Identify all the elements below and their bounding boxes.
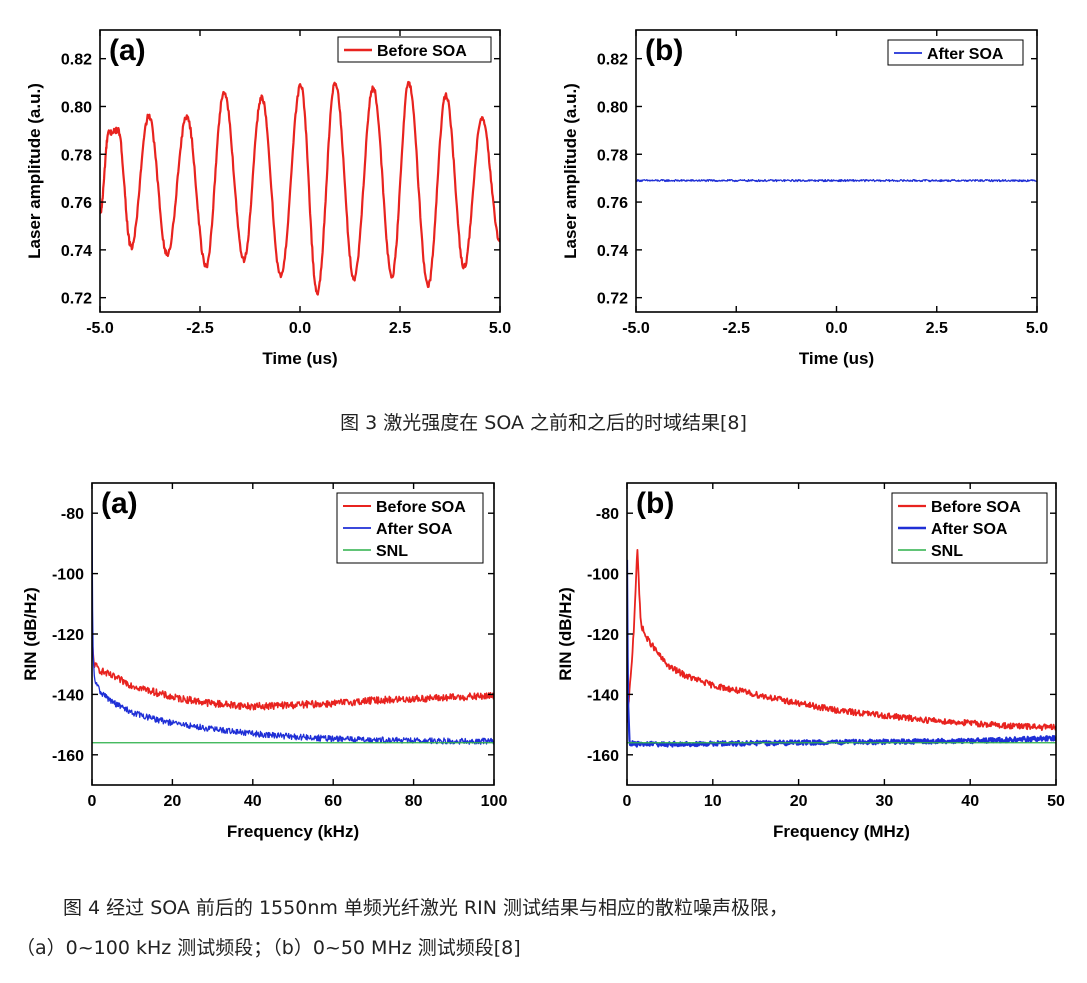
series-line-before-soa bbox=[92, 637, 494, 711]
y-tick-label: -160 bbox=[587, 748, 619, 765]
y-tick-label: 0.74 bbox=[597, 243, 628, 260]
x-tick-label: 40 bbox=[961, 793, 979, 810]
chart-fig4b: 0 10 20 30 40 50 -80 -100 -120 -140 -160 Frequency … bbox=[556, 482, 1065, 841]
series-line-before-soa bbox=[100, 80, 500, 296]
legend-label: Before SOA bbox=[377, 43, 467, 60]
x-tick-label: 2.5 bbox=[389, 320, 411, 337]
plot-series-group bbox=[636, 178, 1037, 183]
x-tick-label: 0.0 bbox=[289, 320, 311, 337]
y-tick-label: -80 bbox=[596, 506, 619, 523]
figure-4-caption-line2: （a）0~100 kHz 测试频段；（b）0~50 MHz 测试频段[8] bbox=[16, 937, 521, 959]
y-tick-label: -100 bbox=[587, 567, 619, 584]
chart-fig3a: -5.0 -2.5 0.0 2.5 5.0 0.72 0.74 0.76 0.78 0.80 0.8… bbox=[25, 29, 511, 368]
legend-label: Before SOA bbox=[931, 499, 1021, 516]
series-line-after-soa bbox=[636, 178, 1037, 183]
x-tick-label: 5.0 bbox=[489, 320, 511, 337]
y-tick-label: 0.72 bbox=[597, 291, 628, 308]
plot-frame bbox=[99, 29, 501, 313]
legend-label: SNL bbox=[376, 543, 408, 560]
y-tick-label: -140 bbox=[587, 687, 619, 704]
x-tick-label: 20 bbox=[164, 793, 182, 810]
y-tick-label: 0.82 bbox=[61, 52, 92, 69]
x-axis-label: Time (us) bbox=[262, 349, 337, 368]
x-tick-label: 60 bbox=[324, 793, 342, 810]
x-tick-label: 0 bbox=[88, 793, 97, 810]
legend-label: Before SOA bbox=[376, 499, 466, 516]
y-tick-label: -160 bbox=[52, 748, 84, 765]
chart-fig3b: -5.0 -2.5 0.0 2.5 5.0 0.72 0.74 0.76 0.78 0.80 0.8… bbox=[561, 29, 1048, 368]
x-axis-label: Time (us) bbox=[799, 349, 874, 368]
panel-label: (b) bbox=[645, 34, 683, 67]
y-tick-label: 0.82 bbox=[597, 52, 628, 69]
x-tick-label: 20 bbox=[790, 793, 808, 810]
x-tick-label: 5.0 bbox=[1026, 320, 1048, 337]
panel-label: (b) bbox=[636, 487, 674, 520]
figure-3-caption: 图 3 激光强度在 SOA 之前和之后的时域结果[8] bbox=[340, 412, 747, 434]
y-tick-label: -120 bbox=[587, 627, 619, 644]
legend-label: After SOA bbox=[927, 46, 1004, 63]
x-tick-label: 100 bbox=[481, 793, 508, 810]
x-tick-label: 0 bbox=[623, 793, 632, 810]
x-tick-label: 2.5 bbox=[926, 320, 948, 337]
y-axis-label: RIN (dB/Hz) bbox=[21, 587, 40, 680]
y-tick-label: 0.76 bbox=[61, 195, 92, 212]
y-tick-label: 0.72 bbox=[61, 291, 92, 308]
plot-series-group bbox=[100, 80, 500, 296]
x-tick-label: -2.5 bbox=[722, 320, 750, 337]
x-tick-label: -5.0 bbox=[86, 320, 114, 337]
y-axis-label: Laser amplitude (a.u.) bbox=[561, 83, 580, 259]
x-tick-label: 80 bbox=[405, 793, 423, 810]
series-line-after-soa bbox=[627, 559, 1056, 748]
x-tick-label: 0.0 bbox=[825, 320, 847, 337]
y-tick-label: -80 bbox=[61, 506, 84, 523]
y-axis-label: RIN (dB/Hz) bbox=[556, 587, 575, 680]
figure-4-caption-line1: 图 4 经过 SOA 前后的 1550nm 单频光纤激光 RIN 测试结果与相应… bbox=[63, 897, 789, 919]
y-tick-label: 0.74 bbox=[61, 243, 92, 260]
y-axis-label: Laser amplitude (a.u.) bbox=[25, 83, 44, 259]
panel-label: (a) bbox=[101, 487, 138, 520]
y-tick-label: -140 bbox=[52, 687, 84, 704]
y-tick-label: -120 bbox=[52, 627, 84, 644]
x-tick-label: 30 bbox=[876, 793, 894, 810]
series-line-before-soa bbox=[627, 548, 1056, 732]
legend-label: SNL bbox=[931, 543, 963, 560]
plot-frame bbox=[635, 29, 1038, 313]
plot-series-group bbox=[92, 511, 494, 745]
y-tick-label: 0.78 bbox=[61, 147, 92, 164]
y-tick-label: 0.80 bbox=[597, 99, 628, 116]
y-tick-label: 0.76 bbox=[597, 195, 628, 212]
panel-label: (a) bbox=[109, 34, 146, 67]
x-tick-label: 10 bbox=[704, 793, 722, 810]
y-tick-label: 0.80 bbox=[61, 99, 92, 116]
plot-series-group bbox=[627, 548, 1056, 748]
x-axis-label: Frequency (kHz) bbox=[227, 822, 359, 841]
x-tick-label: -5.0 bbox=[622, 320, 650, 337]
series-line-after-soa bbox=[92, 511, 494, 745]
legend-label: After SOA bbox=[376, 521, 453, 538]
x-tick-label: 50 bbox=[1047, 793, 1065, 810]
y-tick-label: 0.78 bbox=[597, 147, 628, 164]
x-tick-label: -2.5 bbox=[186, 320, 214, 337]
x-tick-label: 40 bbox=[244, 793, 262, 810]
chart-fig4a: 0 20 40 60 80 100 -80 -100 -120 -140 -160 Frequency… bbox=[21, 482, 508, 841]
y-tick-label: -100 bbox=[52, 567, 84, 584]
x-axis-label: Frequency (MHz) bbox=[773, 822, 910, 841]
legend-label: After SOA bbox=[931, 521, 1008, 538]
